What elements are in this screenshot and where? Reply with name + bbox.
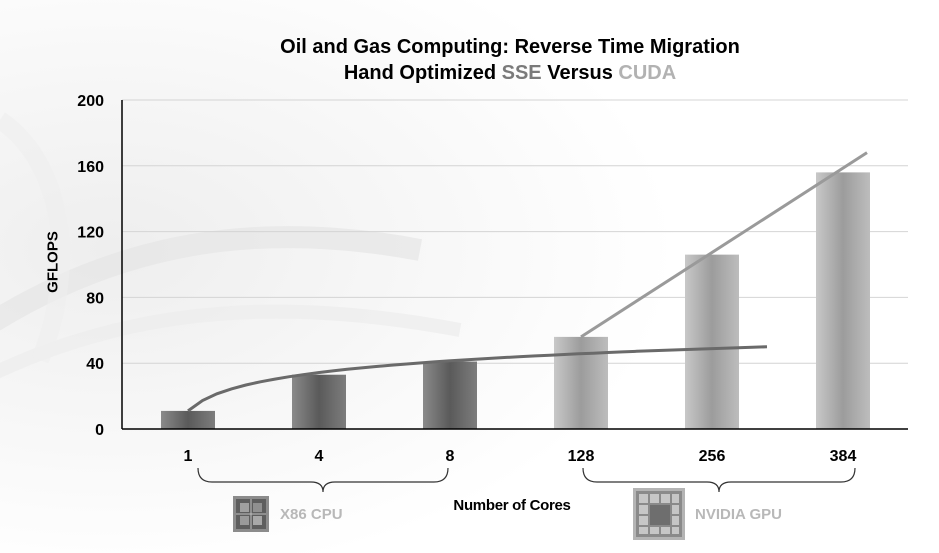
title-prefix: Hand Optimized <box>343 62 502 84</box>
bar-128-cores <box>554 336 608 429</box>
x-tick-label: 1 <box>184 448 193 465</box>
sse-trendline <box>187 345 768 413</box>
x-axis-label: Number of Cores <box>453 497 571 514</box>
gridlines <box>122 99 908 364</box>
bar-1-cores <box>161 410 215 429</box>
y-tick-label: 80 <box>86 290 104 307</box>
cpu-group-label: X86 CPU <box>280 506 343 523</box>
axes: 0 40 80 120 160 200 1 4 8 128 256 384 <box>77 93 908 465</box>
x-tick-label: 256 <box>699 448 726 465</box>
gpu-group-brace <box>582 467 856 493</box>
bar-384-cores <box>816 172 870 429</box>
trendlines <box>187 151 868 413</box>
title-cuda: CUDA <box>618 62 677 84</box>
title-sse: SSE <box>501 62 542 84</box>
bar-256-cores <box>685 254 739 429</box>
bar-8-cores <box>423 361 477 429</box>
bars <box>161 172 870 429</box>
y-tick-label: 200 <box>77 93 104 110</box>
cuda-trendline <box>580 151 868 339</box>
x-tick-label: 384 <box>830 448 857 465</box>
x-tick-label: 8 <box>446 448 455 465</box>
y-tick-label: 120 <box>77 225 104 242</box>
chart-title-line2: Hand Optimized SSE Versus CUDA <box>160 62 860 85</box>
group-braces <box>197 467 856 493</box>
y-tick-label: 160 <box>77 159 104 176</box>
bar-4-cores <box>292 374 346 429</box>
x-tick-label: 128 <box>568 448 595 465</box>
cpu-chip-icon <box>233 496 269 532</box>
cpu-group-brace <box>197 467 449 493</box>
gpu-group-label: NVIDIA GPU <box>695 506 782 523</box>
title-mid: Versus <box>541 62 619 84</box>
y-tick-label: 0 <box>95 422 104 439</box>
x-tick-label: 4 <box>315 448 324 465</box>
y-tick-label: 40 <box>86 356 104 373</box>
chart-title-line1: Oil and Gas Computing: Reverse Time Migr… <box>280 36 740 58</box>
gpu-chip-icon <box>633 488 685 540</box>
